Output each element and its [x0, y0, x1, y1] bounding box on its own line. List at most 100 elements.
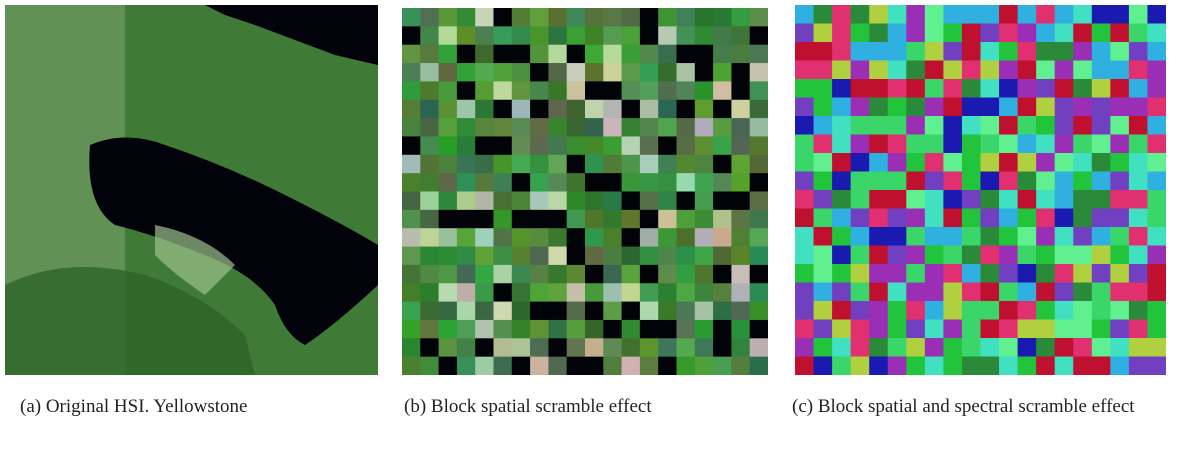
tile	[943, 190, 963, 209]
tile	[658, 356, 677, 375]
tile	[713, 99, 732, 119]
tile	[603, 63, 623, 82]
tile	[749, 209, 768, 229]
tile	[603, 209, 623, 229]
tile	[585, 118, 604, 137]
tile	[887, 282, 907, 302]
tile	[639, 191, 659, 211]
tile	[713, 136, 732, 156]
tile	[603, 283, 623, 303]
tile	[869, 79, 889, 98]
tile	[1147, 301, 1166, 320]
tile	[1054, 301, 1074, 320]
tile	[713, 191, 732, 211]
tile	[438, 301, 458, 321]
tile	[639, 356, 659, 375]
tile	[749, 191, 768, 211]
tile	[493, 8, 513, 27]
tile	[999, 282, 1019, 302]
tile	[980, 264, 1000, 283]
tile	[1091, 319, 1111, 339]
tile	[493, 118, 513, 137]
tile	[906, 356, 926, 375]
tile	[511, 99, 531, 119]
tile	[1017, 264, 1037, 283]
tile	[438, 8, 458, 27]
tile	[731, 301, 751, 321]
tile	[1036, 356, 1056, 375]
tile	[813, 97, 833, 117]
tile	[694, 246, 714, 266]
tile	[566, 356, 586, 375]
tile	[1073, 23, 1093, 43]
tile	[694, 319, 714, 339]
tile	[999, 116, 1019, 135]
tile	[1128, 116, 1148, 135]
tile	[548, 118, 568, 137]
tile	[906, 301, 926, 320]
tile	[511, 356, 531, 375]
tile	[850, 60, 870, 80]
tile	[961, 5, 981, 24]
tile	[1091, 116, 1111, 135]
tile	[943, 60, 963, 80]
tile	[493, 264, 513, 284]
tile	[475, 228, 494, 248]
tile	[420, 118, 440, 137]
tile	[832, 338, 852, 357]
tile	[795, 264, 815, 283]
tile	[676, 246, 696, 266]
tile	[999, 208, 1019, 228]
tile	[1128, 5, 1148, 24]
tile	[676, 356, 696, 375]
tile	[694, 338, 714, 358]
tile	[887, 5, 907, 24]
tile	[1036, 42, 1056, 61]
tile	[1073, 171, 1093, 191]
tile	[475, 319, 494, 339]
tile	[1036, 282, 1056, 302]
tile	[1054, 79, 1074, 98]
tile	[456, 283, 476, 303]
tile	[1036, 116, 1056, 135]
tile	[749, 173, 768, 192]
tile	[456, 356, 476, 375]
tile	[813, 79, 833, 98]
tile	[961, 134, 981, 154]
tile	[475, 209, 494, 229]
tile	[639, 8, 659, 27]
tile	[603, 99, 623, 119]
tile	[694, 44, 714, 64]
tile	[906, 60, 926, 80]
tile	[869, 23, 889, 43]
tile	[731, 283, 751, 303]
tile	[402, 228, 421, 248]
tile	[658, 99, 677, 119]
tile	[1017, 5, 1037, 24]
tile	[548, 8, 568, 27]
tile	[420, 228, 440, 248]
tile	[585, 338, 604, 358]
tile	[456, 319, 476, 339]
tile	[1054, 338, 1074, 357]
tile	[1128, 301, 1148, 320]
tile	[402, 81, 421, 101]
tile	[603, 173, 623, 192]
water	[89, 137, 378, 345]
tile	[980, 153, 1000, 172]
tile	[731, 154, 751, 174]
tile	[1091, 79, 1111, 98]
tile	[980, 42, 1000, 61]
tile	[530, 118, 549, 137]
tile	[639, 173, 659, 192]
tile	[621, 209, 641, 229]
tile	[402, 264, 421, 284]
tile	[906, 245, 926, 265]
tile	[961, 338, 981, 357]
tile	[1091, 153, 1111, 172]
tile	[731, 26, 751, 46]
tile	[943, 42, 963, 61]
tile	[731, 118, 751, 137]
tile	[639, 136, 659, 156]
tile	[585, 44, 604, 64]
